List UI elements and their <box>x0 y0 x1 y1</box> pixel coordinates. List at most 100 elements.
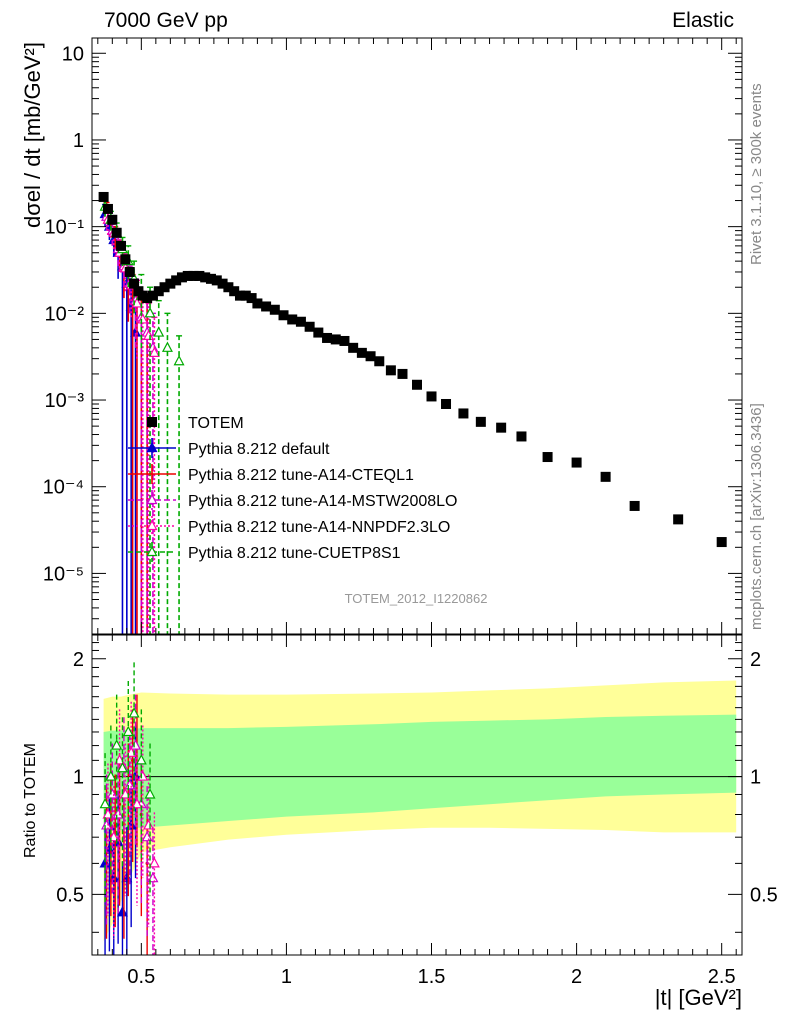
legend-label-3: Pythia 8.212 tune-A14-MSTW2008LO <box>188 493 457 510</box>
reference-point <box>330 334 341 345</box>
reference-point <box>240 290 251 301</box>
legend-label-2: Pythia 8.212 tune-A14-CTEQL1 <box>188 467 414 484</box>
series-3-ratio-point <box>137 770 149 781</box>
reference-point <box>200 272 211 283</box>
reference-point <box>385 365 396 376</box>
ratio-band-1 <box>103 714 737 833</box>
reference-point <box>171 275 182 286</box>
series-2-ratio-point <box>101 819 113 830</box>
y-tick-label-main: 10⁻⁴ <box>43 477 84 499</box>
series-4-ratio-point <box>116 761 128 773</box>
reference-point <box>229 286 240 297</box>
legend-marker-0 <box>147 417 157 427</box>
y-axis-label-main: dσel / dt [mb/GeV²] <box>20 42 45 228</box>
y-tick-label-ratio-right: 1 <box>750 767 761 789</box>
reference-point <box>542 452 553 463</box>
series-0-ratio-point <box>116 906 128 917</box>
legend: TOTEM Pythia 8.212 default Pythia 8.212 tu… <box>128 415 457 562</box>
reference-point <box>147 290 158 301</box>
y-tick-label-main: 10⁻⁵ <box>43 563 84 585</box>
reference-point <box>120 254 131 265</box>
y-tick-label-ratio: 1 <box>73 767 84 789</box>
reference-point <box>217 278 228 289</box>
series-4-point <box>153 326 165 337</box>
reference-point <box>124 266 135 277</box>
series-4-ratio-point <box>122 725 134 737</box>
series-3-point <box>148 346 160 357</box>
side-label-top: Rivet 3.1.10, ≥ 300k events <box>748 83 765 265</box>
axis-ticks: 0.5 1 1.5 2 2.5 10 1 10⁻¹ 10⁻² 10⁻³ 10⁻⁴ 10⁻⁵ 2 2 1 1 0.… <box>43 38 778 988</box>
reference-point <box>397 368 408 379</box>
reference-point <box>129 278 140 289</box>
reference-point <box>287 314 298 325</box>
header-right: Elastic <box>672 9 734 32</box>
reference-point <box>322 332 333 343</box>
main-panel-marks <box>98 191 727 634</box>
reference-point <box>182 270 193 281</box>
legend-marker-5 <box>146 545 158 557</box>
reference-point <box>211 275 222 286</box>
y-tick-label-ratio: 0.5 <box>56 884 84 906</box>
reference-point <box>496 422 507 433</box>
x-tick-label: 1 <box>281 966 292 988</box>
reference-point <box>629 500 640 511</box>
reference-point <box>348 342 359 353</box>
reference-point <box>374 356 385 367</box>
reference-point <box>356 347 367 358</box>
reference-point <box>295 316 306 327</box>
reference-point <box>278 310 289 321</box>
reference-point <box>116 240 127 251</box>
legend-marker-1 <box>146 441 158 453</box>
reference-point <box>269 304 280 315</box>
y-tick-label-ratio: 2 <box>73 649 84 671</box>
series-4-point <box>173 354 185 366</box>
y-tick-label-ratio-right: 2 <box>750 649 761 671</box>
reference-point <box>153 286 164 297</box>
legend-label-0: TOTEM <box>188 415 244 432</box>
series-4-ratio-point <box>111 739 123 750</box>
y-tick-label-ratio-right: 0.5 <box>750 884 778 906</box>
reference-point <box>458 408 469 419</box>
reference-point <box>600 471 611 482</box>
reference-point <box>673 514 684 525</box>
series-4-point <box>161 341 173 352</box>
reference-point <box>246 293 257 304</box>
x-axis-label: |t| [GeV²] <box>654 985 742 1010</box>
reference-point <box>188 270 199 281</box>
reference-point <box>475 416 486 427</box>
y-tick-label-main: 10 <box>62 43 84 65</box>
series-4-ratio-point <box>99 797 111 809</box>
reference-point <box>142 293 153 304</box>
series-2-ratio-point <box>124 779 136 790</box>
reference-point <box>234 290 245 301</box>
reference-point <box>205 273 216 284</box>
legend-label-1: Pythia 8.212 default <box>188 441 330 458</box>
reference-point <box>102 203 113 214</box>
reference-point <box>365 351 376 362</box>
reference-point <box>412 379 422 390</box>
legend-marker-3 <box>146 493 158 505</box>
reference-point <box>261 301 272 312</box>
side-label-bottom: mcplots.cern.ch [arXiv:1306.3436] <box>748 403 765 630</box>
reference-point <box>313 327 324 338</box>
reference-point <box>194 270 205 281</box>
reference-point <box>339 335 350 346</box>
series-2-ratio-point <box>112 808 124 819</box>
x-tick-label: 2 <box>571 966 582 988</box>
reference-point <box>111 227 122 238</box>
y-tick-label-main: 10⁻² <box>45 303 85 325</box>
series-4-ratio-point <box>105 770 117 781</box>
legend-marker-4 <box>146 519 158 531</box>
reference-point <box>304 321 315 332</box>
series-3-ratio-point <box>143 819 155 830</box>
series-3-ratio-point <box>131 797 143 809</box>
reference-point <box>176 272 187 283</box>
series-4-point <box>144 307 156 318</box>
y-tick-label-main: 10⁻³ <box>45 390 85 412</box>
series-4-ratio-point <box>144 788 156 799</box>
series-3-ratio-point <box>148 857 160 868</box>
analysis-tag: TOTEM_2012_I1220862 <box>345 591 488 606</box>
series-4-ratio-point <box>128 707 140 718</box>
reference-point <box>716 537 727 548</box>
